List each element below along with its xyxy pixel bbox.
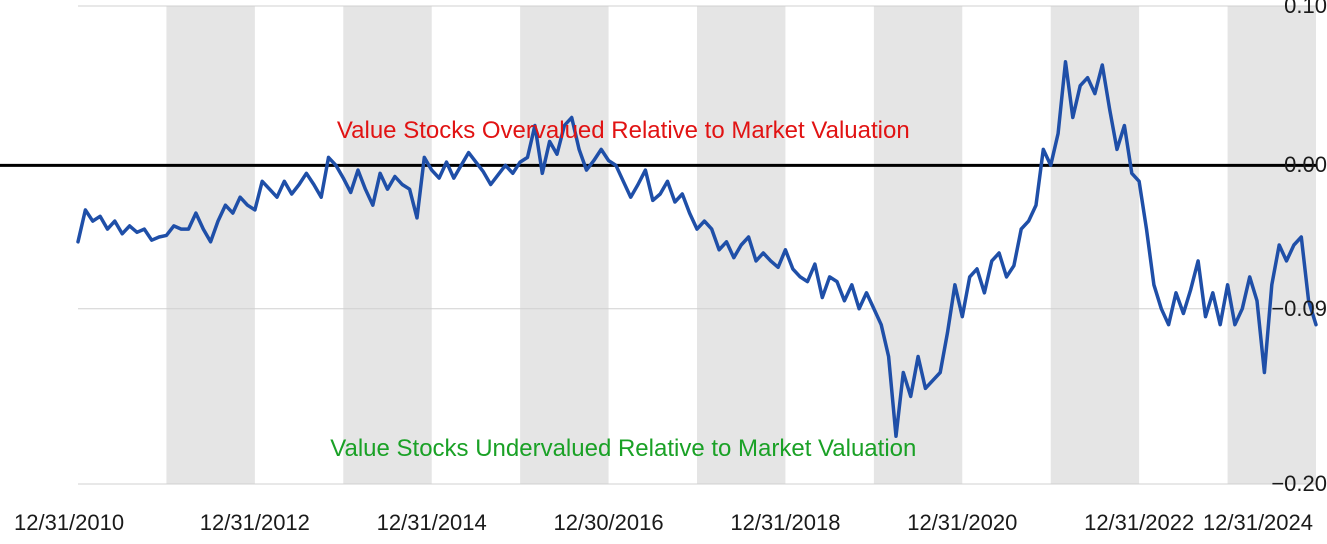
x-tick-label: 12/31/2020 (907, 510, 1017, 536)
x-tick-label: 12/31/2022 (1084, 510, 1194, 536)
y-tick-label: 0.10 (1265, 0, 1327, 19)
valuation-line-chart: 0.10 0.00 −0.09 −0.20 12/31/2010 12/31/2012 1… (0, 0, 1327, 544)
x-tick-label: 12/31/2012 (200, 510, 310, 536)
x-tick-label: 12/31/2014 (377, 510, 487, 536)
y-tick-label: −0.09 (1265, 296, 1327, 322)
x-tick-label: 12/31/2018 (730, 510, 840, 536)
undervalued-caption: Value Stocks Undervalued Relative to Mar… (330, 435, 916, 463)
y-tick-label: 0.00 (1265, 152, 1327, 178)
x-tick-label: 12/31/2024 (1203, 510, 1313, 536)
x-tick-label: 12/30/2016 (554, 510, 664, 536)
overvalued-caption: Value Stocks Overvalued Relative to Mark… (337, 117, 910, 145)
y-tick-label: −0.20 (1265, 471, 1327, 497)
x-tick-label: 12/31/2010 (14, 510, 124, 536)
